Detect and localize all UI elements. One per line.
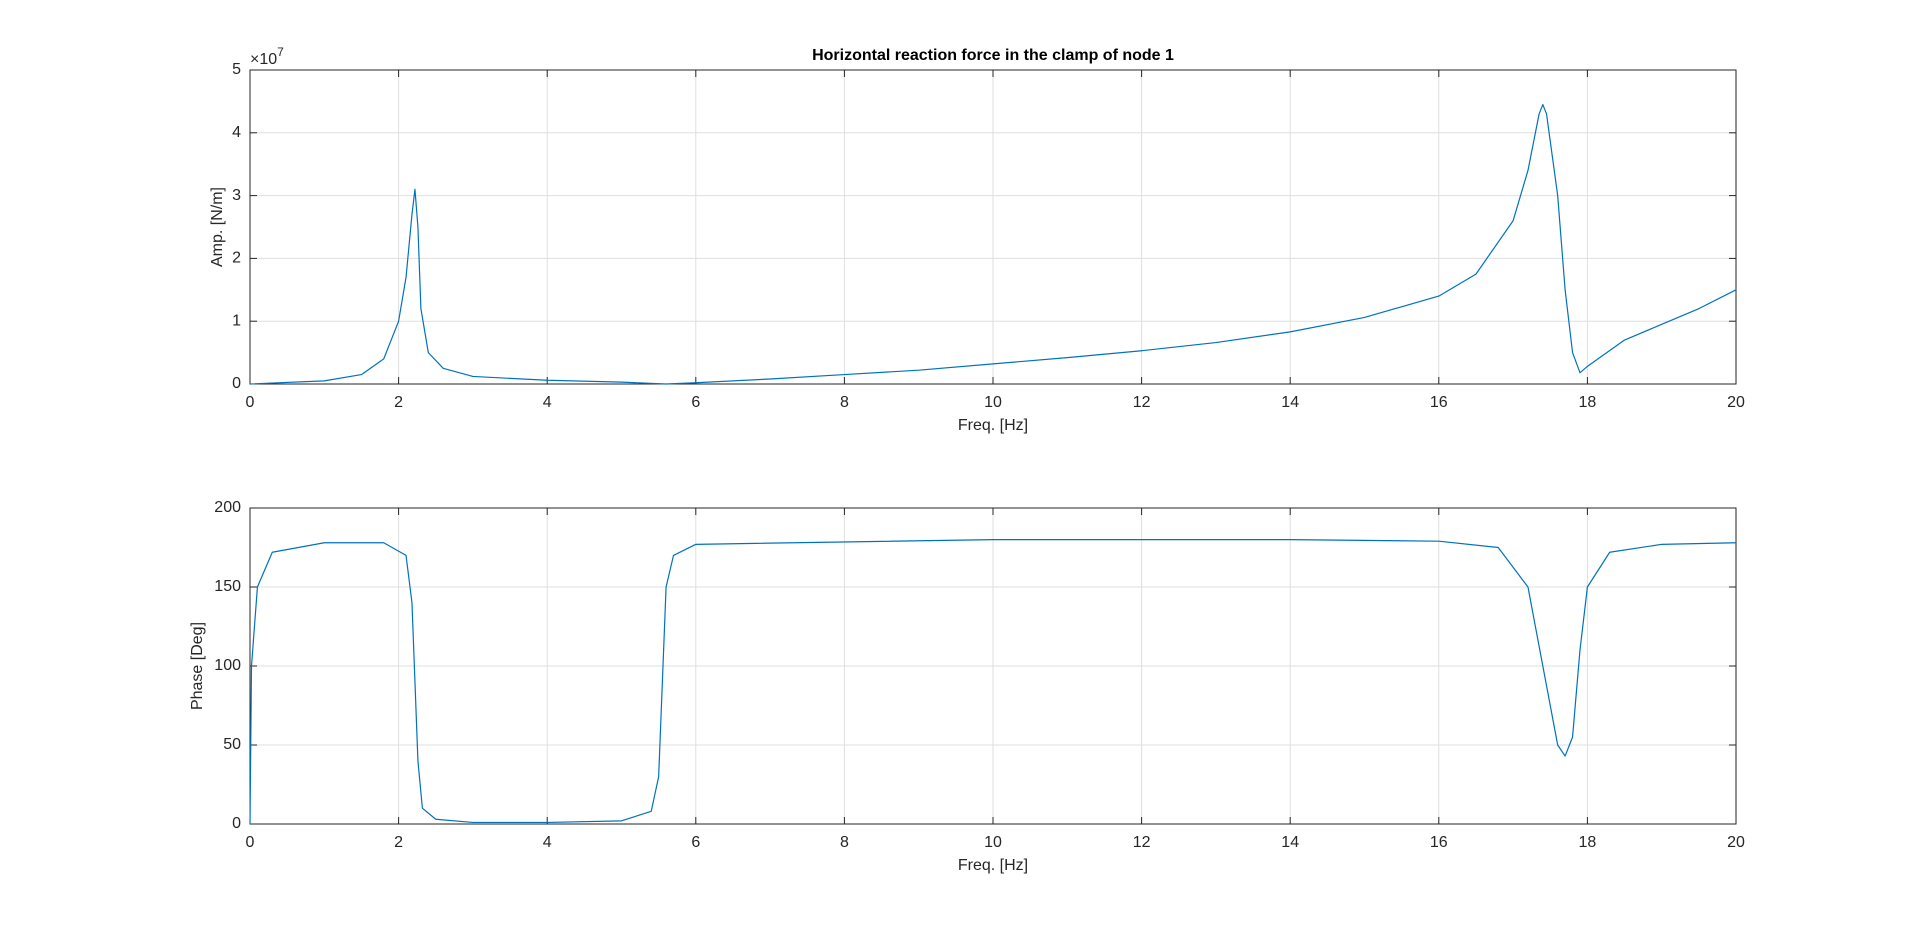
x-axis-label: Freq. [Hz] — [958, 857, 1028, 874]
x-tick-label: 18 — [1579, 834, 1597, 851]
x-tick-label: 0 — [246, 394, 255, 411]
x-tick-label: 0 — [246, 834, 255, 851]
x-tick-label: 12 — [1133, 834, 1151, 851]
y-tick-label: 1 — [232, 312, 241, 329]
x-tick-label: 18 — [1579, 394, 1597, 411]
x-tick-label: 8 — [840, 394, 849, 411]
x-tick-label: 4 — [543, 394, 552, 411]
x-tick-label: 6 — [691, 394, 700, 411]
data-line — [249, 539, 1737, 825]
y-tick-label: 200 — [214, 499, 241, 516]
axes-box — [249, 507, 1737, 825]
x-tick-label: 14 — [1281, 834, 1299, 851]
x-tick-label: 12 — [1133, 394, 1151, 411]
x-tick-label: 20 — [1727, 834, 1745, 851]
y-tick-label: 0 — [232, 375, 241, 392]
y-multiplier-base: ×10 — [250, 51, 277, 68]
x-tick-label: 2 — [394, 834, 403, 851]
x-tick-label: 8 — [840, 834, 849, 851]
x-tick-label: 10 — [984, 834, 1002, 851]
x-tick-label: 10 — [984, 394, 1002, 411]
y-tick-label: 50 — [223, 736, 241, 753]
x-tick-label: 16 — [1430, 834, 1448, 851]
y-axis-label: Phase [Deg] — [189, 622, 206, 710]
y-axis-label: Amp. [N/m] — [209, 187, 226, 267]
x-tick-label: 4 — [543, 834, 552, 851]
y-tick-label: 2 — [232, 250, 241, 267]
y-tick-label: 4 — [232, 124, 241, 141]
y-tick-label: 3 — [232, 187, 241, 204]
x-axis-label: Freq. [Hz] — [958, 417, 1028, 434]
y-tick-label: 5 — [232, 61, 241, 78]
x-tick-label: 2 — [394, 394, 403, 411]
y-tick-label: 100 — [214, 657, 241, 674]
y-multiplier: ×107 — [250, 45, 284, 68]
y-tick-label: 150 — [214, 578, 241, 595]
y-tick-label: 0 — [232, 815, 241, 832]
axes-box — [249, 69, 1737, 385]
x-tick-label: 14 — [1281, 394, 1299, 411]
x-tick-label: 20 — [1727, 394, 1745, 411]
data-line — [249, 103, 1737, 385]
x-tick-label: 6 — [691, 834, 700, 851]
x-tick-label: 16 — [1430, 394, 1448, 411]
chart-title: Horizontal reaction force in the clamp o… — [812, 47, 1174, 64]
y-multiplier-exponent: 7 — [277, 45, 284, 59]
